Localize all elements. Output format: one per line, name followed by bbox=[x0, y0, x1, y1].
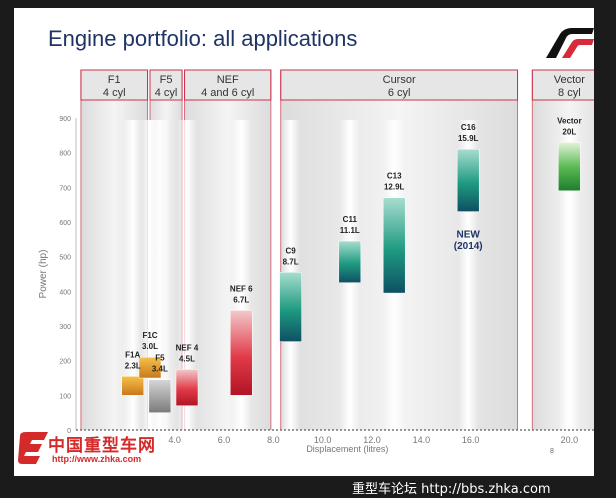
y-tick-label: 200 bbox=[59, 359, 71, 366]
x-axis-title: Displacement (litres) bbox=[306, 444, 388, 454]
family-name: Cursor bbox=[383, 74, 416, 86]
engine-displacement-label: 12.9L bbox=[384, 183, 405, 192]
engine-bar bbox=[175, 369, 199, 406]
logo-swoosh-black bbox=[546, 28, 594, 58]
engine-bar bbox=[338, 240, 362, 283]
family-subtitle: 4 cyl bbox=[155, 87, 178, 99]
engine-pillar bbox=[149, 120, 170, 430]
engine-displacement-label: 11.1L bbox=[340, 226, 360, 235]
engine-name-label: NEF 4 bbox=[176, 343, 199, 352]
y-tick-label: 0 bbox=[67, 428, 71, 435]
y-tick-label: 700 bbox=[59, 185, 71, 192]
x-tick-label: 16.0 bbox=[462, 435, 480, 445]
forum-site-url[interactable]: http://www.zhka.com bbox=[52, 454, 142, 464]
engine-displacement-label: 2.3L bbox=[125, 361, 141, 370]
family-name: Vector bbox=[554, 74, 586, 86]
engine-bar bbox=[456, 148, 480, 212]
engine-name-label: F1C bbox=[142, 331, 157, 340]
engine-name-label: C16 bbox=[461, 123, 476, 132]
engine-bar bbox=[138, 356, 162, 379]
x-tick-label: 20.0 bbox=[561, 435, 579, 445]
y-tick-label: 100 bbox=[59, 393, 71, 400]
engine-displacement-label: 6.7L bbox=[233, 295, 249, 304]
x-tick-label: 12.0 bbox=[363, 435, 381, 445]
family-subtitle: 4 cyl bbox=[103, 87, 126, 99]
engine-displacement-label: 8.7L bbox=[283, 257, 299, 266]
slide-title: Engine portfolio: all applications bbox=[48, 26, 358, 51]
y-tick-label: 400 bbox=[59, 289, 71, 296]
engine-bar bbox=[148, 379, 172, 413]
y-tick-label: 500 bbox=[59, 255, 71, 262]
x-tick-label: 10.0 bbox=[314, 435, 332, 445]
y-tick-label: 600 bbox=[59, 220, 71, 227]
engine-name-label: Vector bbox=[557, 116, 581, 125]
forum-watermark-logo bbox=[18, 432, 48, 464]
family-subtitle: 6 cyl bbox=[388, 87, 411, 99]
family-panel bbox=[184, 70, 271, 430]
family-name: F5 bbox=[160, 74, 173, 86]
y-tick-label: 300 bbox=[59, 324, 71, 331]
engine-displacement-label: 4.5L bbox=[179, 354, 195, 363]
forum-bbs-text[interactable]: 重型车论坛 http://bbs.zhka.com bbox=[352, 482, 551, 497]
brand-logo bbox=[546, 28, 594, 58]
family-header-box bbox=[280, 69, 519, 101]
y-tick-label: 900 bbox=[59, 116, 71, 123]
logo-swoosh-red bbox=[562, 39, 594, 58]
engine-pillar bbox=[122, 120, 143, 430]
engine-bar bbox=[558, 142, 581, 192]
family-subtitle: 8 cyl bbox=[558, 87, 581, 99]
slide: Engine portfolio: all applications bbox=[14, 8, 594, 476]
y-tick-label: 800 bbox=[59, 151, 71, 158]
annotation-text: (2014) bbox=[454, 241, 483, 252]
engine-name-label: C9 bbox=[285, 246, 296, 255]
engine-name-label: F1A bbox=[125, 350, 140, 359]
engine-bar bbox=[230, 310, 253, 396]
x-tick-label: 4.0 bbox=[168, 435, 181, 445]
family-subtitle: 4 and 6 cyl bbox=[201, 87, 254, 99]
forum-logo-mark bbox=[18, 432, 48, 464]
engine-name-label: NEF 6 bbox=[230, 284, 253, 293]
page-number: 8 bbox=[550, 448, 554, 455]
engine-name-label: F5 bbox=[155, 354, 165, 363]
annotation-text: NEW bbox=[457, 230, 481, 241]
forum-site-name: 中国重型车网 bbox=[48, 436, 156, 455]
engine-displacement-label: 15.9L bbox=[458, 134, 479, 143]
family-name: NEF bbox=[217, 74, 239, 86]
family-header-box bbox=[531, 69, 594, 101]
engine-displacement-label: 3.0L bbox=[142, 342, 158, 351]
engine-bar bbox=[279, 272, 302, 342]
y-axis-title: Power (hp) bbox=[38, 250, 49, 299]
engine-name-label: C11 bbox=[343, 215, 358, 224]
x-tick-label: 6.0 bbox=[218, 435, 231, 445]
engine-bar bbox=[382, 197, 406, 294]
family-name: F1 bbox=[108, 74, 121, 86]
engine-pillar bbox=[177, 120, 197, 430]
engine-displacement-label: 3.4L bbox=[152, 365, 168, 374]
family-header-box bbox=[149, 69, 183, 101]
engine-pillar bbox=[559, 120, 580, 430]
engine-displacement-label: 20L bbox=[562, 127, 576, 136]
engine-name-label: C13 bbox=[387, 172, 402, 181]
engine-bar bbox=[121, 376, 144, 396]
x-tick-label: 14.0 bbox=[413, 435, 431, 445]
x-tick-label: 8.0 bbox=[267, 435, 280, 445]
